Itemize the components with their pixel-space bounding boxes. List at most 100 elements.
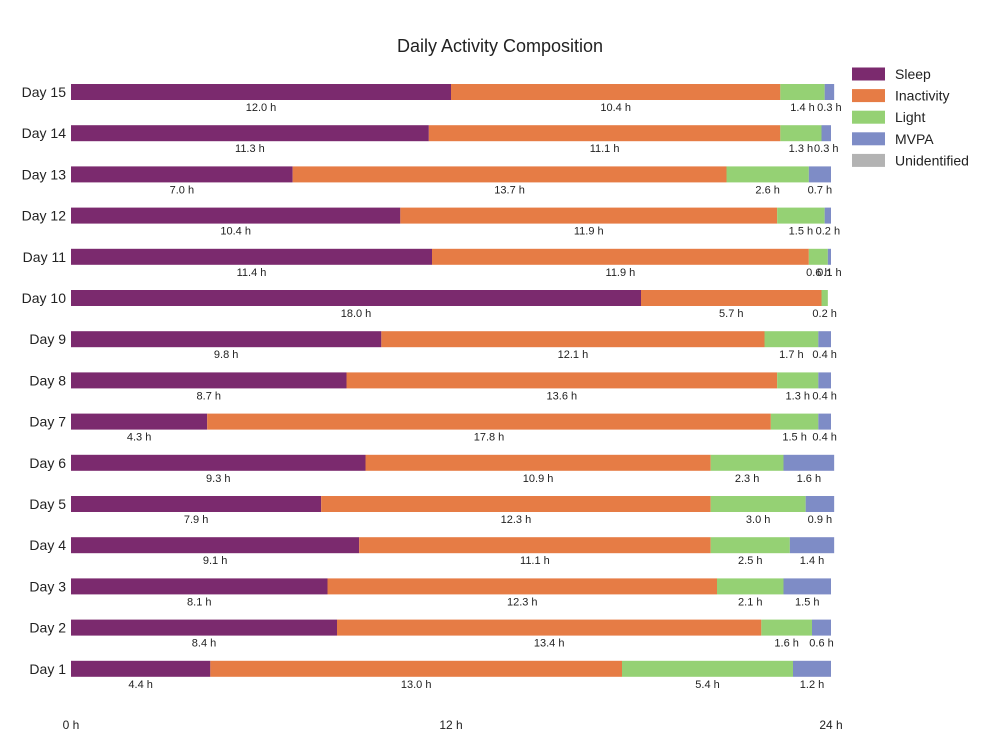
- bar-day-12-light: [777, 207, 825, 224]
- bar-day-3-inactivity: [327, 578, 717, 595]
- bar-label-day-14-light: 1.3 h: [789, 143, 813, 155]
- day-label-day-14: Day 14: [22, 125, 67, 141]
- bar-label-day-12-inactivity: 11.9 h: [574, 226, 604, 238]
- bar-day-3-sleep: [71, 578, 328, 595]
- day-label-day-10: Day 10: [22, 290, 67, 306]
- bar-day-14-mvpa: [821, 125, 831, 142]
- bar-day-15-inactivity: [451, 84, 781, 100]
- day-label-day-1: Day 1: [29, 661, 66, 677]
- bar-day-12-mvpa: [824, 207, 831, 224]
- bar-label-day-11-light: 0.6 h: [806, 267, 830, 279]
- bar-label-day-11-sleep: 11.4 h: [237, 267, 267, 279]
- bar-label-day-15-mvpa: 0.3 h: [817, 102, 841, 114]
- bar-label-day-13-mvpa: 0.7 h: [808, 184, 832, 196]
- bar-label-day-10-inactivity: 5.7 h: [719, 308, 743, 320]
- bar-day-4-light: [710, 537, 790, 554]
- bar-day-5-mvpa: [805, 496, 835, 512]
- day-label-day-4: Day 4: [29, 537, 66, 553]
- bar-day-6-mvpa: [783, 454, 835, 471]
- bar-label-day-13-light: 2.6 h: [755, 184, 779, 196]
- bar-label-day-12-light: 1.5 h: [789, 226, 813, 238]
- legend: Sleep Inactivity Light MVPA Unidentified: [852, 66, 969, 168]
- bar-day-11-light: [808, 248, 828, 265]
- bar-day-11-mvpa: [827, 248, 831, 265]
- bar-day-1-mvpa: [793, 660, 831, 677]
- x-axis-ticks: 0 h 12 h 24 h: [63, 718, 843, 732]
- bar-day-15-mvpa: [824, 84, 835, 100]
- legend-swatch-sleep: [852, 67, 885, 81]
- legend-label-unidentified: Unidentified: [895, 152, 969, 168]
- bar-label-day-9-sleep: 9.8 h: [214, 349, 238, 361]
- bar-day-1-sleep: [71, 660, 211, 677]
- day-label-day-12: Day 12: [22, 208, 67, 224]
- bar-label-day-5-inactivity: 12.3 h: [501, 514, 532, 526]
- day-label-day-13: Day 13: [22, 166, 67, 182]
- bar-label-day-10-light: 0.2 h: [812, 308, 836, 320]
- bar-label-day-4-light: 2.5 h: [738, 555, 762, 567]
- bar-label-day-6-light: 2.3 h: [735, 473, 759, 485]
- bar-day-10-sleep: [71, 290, 641, 306]
- bar-day-8-light: [777, 372, 819, 389]
- x-tick-label-0: 0 h: [63, 718, 80, 732]
- bar-day-8-inactivity: [346, 372, 778, 389]
- bar-day-13-mvpa: [808, 166, 831, 183]
- bar-label-day-9-inactivity: 12.1 h: [558, 349, 589, 361]
- day-labels-group: Day 15 Day 14 Day 13 Day 12 Day 11 Day 10 Day …: [22, 84, 67, 677]
- bar-label-day-3-sleep: 8.1 h: [187, 596, 211, 608]
- day-label-day-3: Day 3: [29, 578, 66, 594]
- bar-label-day-5-light: 3.0 h: [746, 514, 770, 526]
- bar-day-1-inactivity: [210, 660, 623, 677]
- bar-label-day-9-mvpa: 0.4 h: [812, 349, 836, 361]
- bar-day-9-light: [764, 331, 819, 348]
- bar-day-3-mvpa: [783, 578, 831, 595]
- bar-label-day-1-inactivity: 13.0 h: [401, 679, 432, 691]
- bar-day-7-sleep: [71, 413, 208, 430]
- x-tick-label-24: 24 h: [819, 718, 842, 732]
- bar-label-day-9-light: 1.7 h: [779, 349, 803, 361]
- bar-label-day-2-mvpa: 0.6 h: [809, 638, 833, 650]
- bar-label-day-4-mvpa: 1.4 h: [800, 555, 824, 567]
- bar-label-day-3-light: 2.1 h: [738, 596, 762, 608]
- bar-label-day-8-light: 1.3 h: [786, 390, 810, 402]
- bar-label-day-11-mvpa: 0.1 h: [817, 267, 841, 279]
- bar-day-6-inactivity: [365, 454, 711, 471]
- bar-label-day-8-mvpa: 0.4 h: [812, 390, 836, 402]
- legend-swatch-light: [852, 110, 885, 124]
- bar-label-day-8-sleep: 8.7 h: [197, 390, 221, 402]
- legend-swatch-inactivity: [852, 89, 885, 103]
- bar-label-day-1-sleep: 4.4 h: [128, 679, 152, 691]
- bar-day-9-inactivity: [381, 331, 765, 348]
- legend-label-mvpa: MVPA: [895, 131, 934, 147]
- bar-label-day-6-sleep: 9.3 h: [206, 473, 230, 485]
- bar-day-11-sleep: [71, 248, 432, 265]
- bar-day-2-mvpa: [812, 619, 831, 636]
- bar-day-5-light: [710, 496, 806, 512]
- bar-day-4-mvpa: [789, 537, 835, 554]
- bar-label-day-6-mvpa: 1.6 h: [797, 473, 821, 485]
- legend-swatch-mvpa: [852, 132, 885, 146]
- legend-label-inactivity: Inactivity: [895, 88, 949, 104]
- bar-label-day-1-mvpa: 1.2 h: [800, 679, 824, 691]
- bar-label-day-15-light: 1.4 h: [790, 102, 814, 114]
- bar-day-13-inactivity: [292, 166, 727, 183]
- bar-day-14-sleep: [71, 125, 429, 142]
- bar-label-day-13-inactivity: 13.7 h: [494, 184, 525, 196]
- bar-day-7-light: [770, 413, 819, 430]
- bar-label-day-5-mvpa: 0.9 h: [808, 514, 832, 526]
- bar-day-11-inactivity: [432, 248, 809, 265]
- bar-label-day-15-inactivity: 10.4 h: [600, 102, 631, 114]
- bar-day-10-inactivity: [641, 290, 822, 306]
- legend-label-sleep: Sleep: [895, 66, 931, 82]
- bar-label-day-7-mvpa: 0.4 h: [812, 432, 836, 444]
- bar-day-8-sleep: [71, 372, 347, 389]
- day-label-day-9: Day 9: [29, 331, 66, 347]
- bar-day-4-sleep: [71, 537, 360, 554]
- bar-label-day-8-inactivity: 13.6 h: [547, 390, 578, 402]
- bar-label-day-12-sleep: 10.4 h: [220, 226, 251, 238]
- bar-day-12-inactivity: [400, 207, 778, 224]
- bar-day-2-inactivity: [337, 619, 762, 636]
- bar-day-13-sleep: [71, 166, 293, 183]
- bar-day-7-inactivity: [207, 413, 771, 430]
- day-label-day-5: Day 5: [29, 496, 66, 512]
